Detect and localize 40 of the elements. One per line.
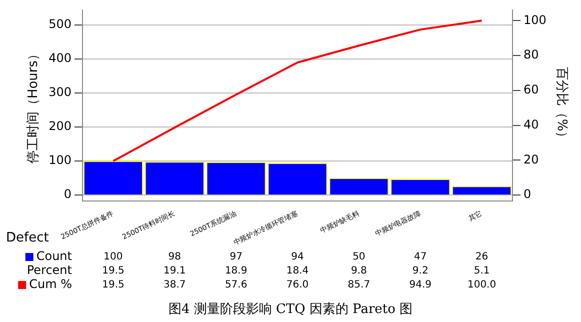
y2-axis-title: 百分比（%） [554, 66, 569, 144]
data-label: 47 [414, 252, 427, 263]
legend-label: Count [36, 249, 72, 264]
text: 19.1 [164, 266, 186, 277]
y2-tick-label: 60 [523, 82, 539, 97]
data-label: 38.7 [164, 280, 186, 291]
text: Percent [26, 263, 72, 278]
text: 18.4 [286, 266, 309, 277]
legend-label: Cum % [29, 277, 72, 292]
y-axis-title: 停工时间（Hours） [26, 47, 42, 164]
data-label: 85.7 [348, 280, 370, 291]
y2-tick-label: 20 [523, 152, 539, 166]
data-label: 100 [104, 252, 123, 263]
y2-tick-label: 100 [523, 12, 546, 27]
y-tick-label: 500 [48, 16, 72, 31]
y-tick-label: 300 [48, 85, 72, 100]
data-label: 94.9 [409, 280, 432, 291]
y2-tick-label: 40 [523, 117, 539, 132]
data-label: 98 [168, 252, 182, 263]
data-label: 57.6 [224, 280, 248, 291]
y-tick-label: 0 [64, 187, 72, 202]
text: 图4 测量阶段影响 CTQ 因素的 Pareto 图 [167, 301, 414, 319]
data-label: 100.0 [467, 280, 496, 291]
data-label: 50 [352, 252, 366, 263]
text: 9.8 [350, 266, 367, 277]
data-label: 26 [475, 252, 488, 263]
y-tick-label: 400 [48, 50, 72, 65]
text: 19.5 [102, 266, 124, 277]
y-tick-label: 200 [48, 119, 72, 134]
y2-tick-label: 80 [523, 48, 539, 62]
data-label: 19.5 [102, 280, 124, 291]
text: 18.9 [224, 266, 248, 277]
y2-tick-label: 0 [523, 187, 532, 202]
y-tick-label: 100 [48, 153, 72, 168]
x-axis-title: Defect [6, 230, 49, 246]
text: 5.1 [474, 266, 490, 277]
text: 9.2 [412, 266, 428, 277]
data-label: 94 [291, 252, 304, 263]
data-label: 97 [230, 252, 242, 263]
data-label: 76.0 [286, 280, 309, 291]
